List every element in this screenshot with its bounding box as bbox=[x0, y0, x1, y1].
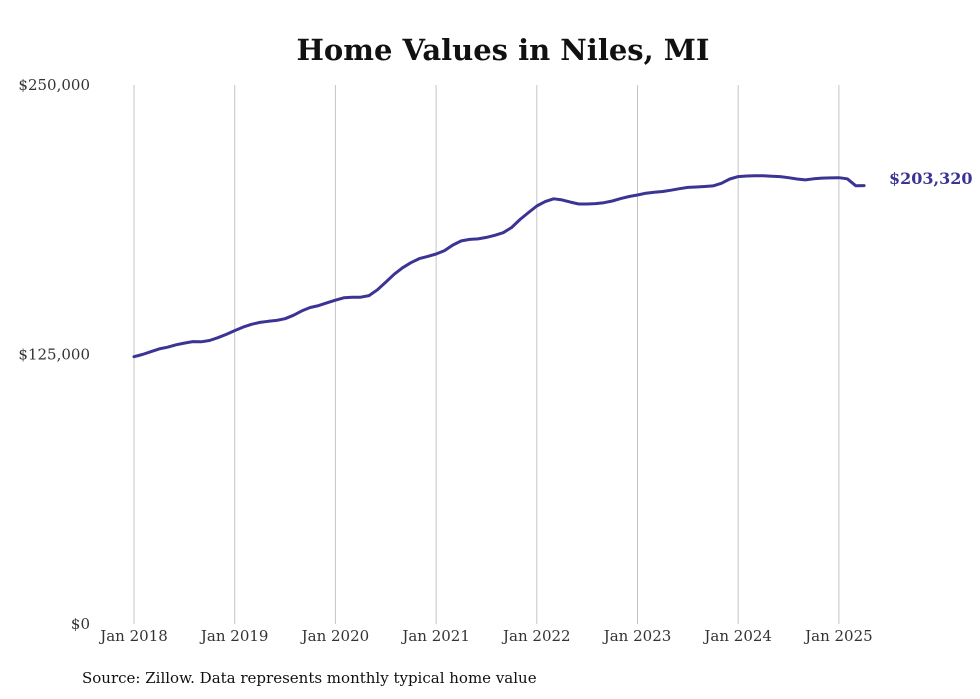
x-tick-label: Jan 2021 bbox=[400, 627, 470, 645]
y-tick-label: $125,000 bbox=[18, 346, 90, 364]
chart-title: Home Values in Niles, MI bbox=[297, 33, 710, 67]
x-tick-label: Jan 2019 bbox=[199, 627, 269, 645]
x-axis-labels: Jan 2018 Jan 2019 Jan 2020 Jan 2021 Jan 2022… bbox=[98, 627, 872, 645]
x-tick-label: Jan 2020 bbox=[300, 627, 370, 645]
y-axis-labels: $0 $125,000 $250,000 bbox=[18, 76, 90, 633]
y-tick-label: $250,000 bbox=[18, 76, 90, 94]
x-tick-label: Jan 2023 bbox=[602, 627, 672, 645]
series-layer bbox=[132, 174, 866, 359]
source-note: Source: Zillow. Data represents monthly … bbox=[82, 669, 537, 687]
x-tick-label: Jan 2025 bbox=[803, 627, 873, 645]
x-tick-label: Jan 2022 bbox=[501, 627, 571, 645]
grid-lines bbox=[133, 85, 840, 624]
y-tick-label: $0 bbox=[71, 615, 90, 633]
x-tick-label: Jan 2024 bbox=[702, 627, 772, 645]
series-line bbox=[132, 174, 866, 359]
x-tick-label: Jan 2018 bbox=[98, 627, 168, 645]
end-value-label: $203,320 bbox=[889, 169, 973, 188]
